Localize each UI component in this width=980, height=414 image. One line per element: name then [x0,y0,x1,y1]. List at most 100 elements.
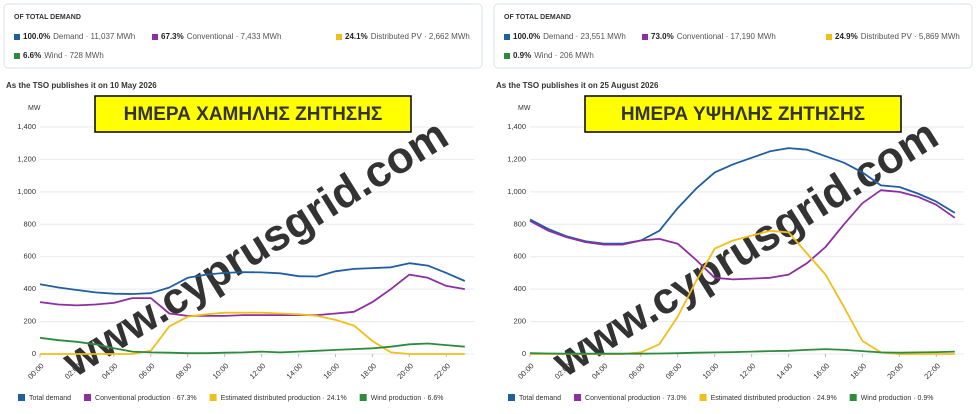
summary-item: 100.0% Demand · 11,037 MWh [23,32,135,41]
legend-swatch [359,394,367,401]
legend-label: Wind production · 6.6% [371,395,444,402]
x-tick-label: 22:00 [432,361,452,381]
summary-label: Wind · 206 MWh [534,51,594,60]
y-tick-label: 0 [522,349,526,358]
x-tick-label: 20:00 [885,361,905,381]
legend-label: Estimated distributed production · 24.1% [221,395,347,402]
summary-label: Distributed PV · 5,869 MWh [861,32,960,41]
y-tick-label: 1,200 [507,154,526,163]
y-tick-label: 200 [513,317,526,326]
y-tick-label: 800 [23,219,36,228]
x-tick-label: 18:00 [358,361,378,381]
y-tick-label: 200 [23,317,36,326]
legend-swatch [849,394,857,401]
series-line [39,336,465,355]
y-tick-label: 1,200 [17,154,36,163]
summary-swatch [152,34,158,40]
summary-box [3,3,483,69]
summary-label: Conventional · 7,433 MWh [187,32,282,41]
series-line [529,348,955,355]
x-tick-label: 14:00 [285,361,305,381]
x-tick-label: 12:00 [738,361,758,381]
watermark: www.cyprusgrid.com [544,110,947,387]
summary-percent: 0.9% [513,51,531,60]
legend-swatch [209,394,217,401]
x-tick-label: 22:00 [922,361,942,381]
series-line [39,262,466,295]
summary-label: Demand · 23,551 MWh [543,32,626,41]
legend-label: Wind production · 0.9% [861,395,934,402]
x-tick-label: 08:00 [174,361,194,381]
summary-item: 73.0% Conventional · 17,190 MWh [651,32,776,41]
summary-label: Wind · 728 MWh [44,51,104,60]
legend-label: Total demand [29,395,71,402]
y-tick-label: 800 [513,219,526,228]
y-tick-label: 1,400 [507,122,526,131]
summary-box [493,3,973,69]
x-tick-label: 00:00 [26,361,46,381]
banner-text: ΗΜΕΡΑ ΥΨΗΛΗΣ ΖΗΤΗΣΗΣ [621,104,865,125]
y-tick-label: 1,400 [17,122,36,131]
summary-header: OF TOTAL DEMAND [504,14,571,21]
summary-percent: 73.0% [651,32,674,41]
legend-swatch [508,394,515,401]
legend-swatch [699,394,707,401]
summary-item: 24.1% Distributed PV · 2,662 MWh [345,32,470,41]
summary-swatch [504,53,510,59]
summary-swatch [642,34,648,40]
summary-label: Conventional · 17,190 MWh [677,32,776,41]
y-tick-label: 0 [32,349,36,358]
y-axis-label: MW [28,105,41,112]
legend-swatch [18,394,25,401]
legend-label: Estimated distributed production · 24.9% [711,395,837,402]
legend-label: Conventional production · 73.0% [585,395,687,402]
subtitle: As the TSO publishes it on 25 August 202… [496,81,659,90]
summary-percent: 6.6% [23,51,41,60]
summary-item: 6.6% Wind · 728 MWh [23,51,104,60]
summary-item: 24.9% Distributed PV · 5,869 MWh [835,32,960,41]
y-tick-label: 600 [513,252,526,261]
summary-percent: 100.0% [23,32,50,41]
y-tick-label: 600 [23,252,36,261]
y-tick-label: 1,000 [17,187,36,196]
summary-swatch [14,53,20,59]
x-tick-label: 20:00 [395,361,415,381]
x-tick-label: 14:00 [775,361,795,381]
summary-item: 67.3% Conventional · 7,433 MWh [161,32,281,41]
summary-item: 0.9% Wind · 206 MWh [513,51,594,60]
summary-swatch [826,34,832,40]
summary-label: Demand · 11,037 MWh [53,32,135,41]
x-tick-label: 06:00 [627,361,647,381]
legend-label: Conventional production · 67.3% [95,395,197,402]
legend-label: Total demand [519,395,561,402]
x-tick-label: 06:00 [137,361,157,381]
y-tick-label: 400 [513,284,526,293]
legend-swatch [574,394,582,401]
x-tick-label: 12:00 [248,361,268,381]
summary-percent: 24.1% [345,32,368,41]
summary-percent: 100.0% [513,32,540,41]
series-line [40,311,465,355]
banner-text: ΗΜΕΡΑ ΧΑΜΗΛΗΣ ΖΗΤΗΣΗΣ [124,104,383,125]
summary-item: 100.0% Demand · 23,551 MWh [513,32,626,41]
summary-label: Distributed PV · 2,662 MWh [371,32,470,41]
x-tick-label: 16:00 [811,361,831,381]
banner-box [94,95,412,133]
x-tick-label: 10:00 [701,361,721,381]
legend-swatch [84,394,92,401]
y-tick-label: 400 [23,284,36,293]
summary-swatch [504,34,510,40]
subtitle: As the TSO publishes it on 10 May 2026 [6,81,157,90]
x-tick-label: 16:00 [321,361,341,381]
summary-percent: 67.3% [161,32,184,41]
y-tick-label: 1,000 [507,187,526,196]
x-tick-label: 00:00 [516,361,536,381]
series-line [529,189,956,281]
x-tick-label: 10:00 [211,361,231,381]
summary-header: OF TOTAL DEMAND [14,14,81,21]
x-tick-label: 18:00 [848,361,868,381]
x-tick-label: 08:00 [664,361,684,381]
series-line [39,273,465,317]
banner-box [584,95,902,133]
summary-swatch [336,34,342,40]
